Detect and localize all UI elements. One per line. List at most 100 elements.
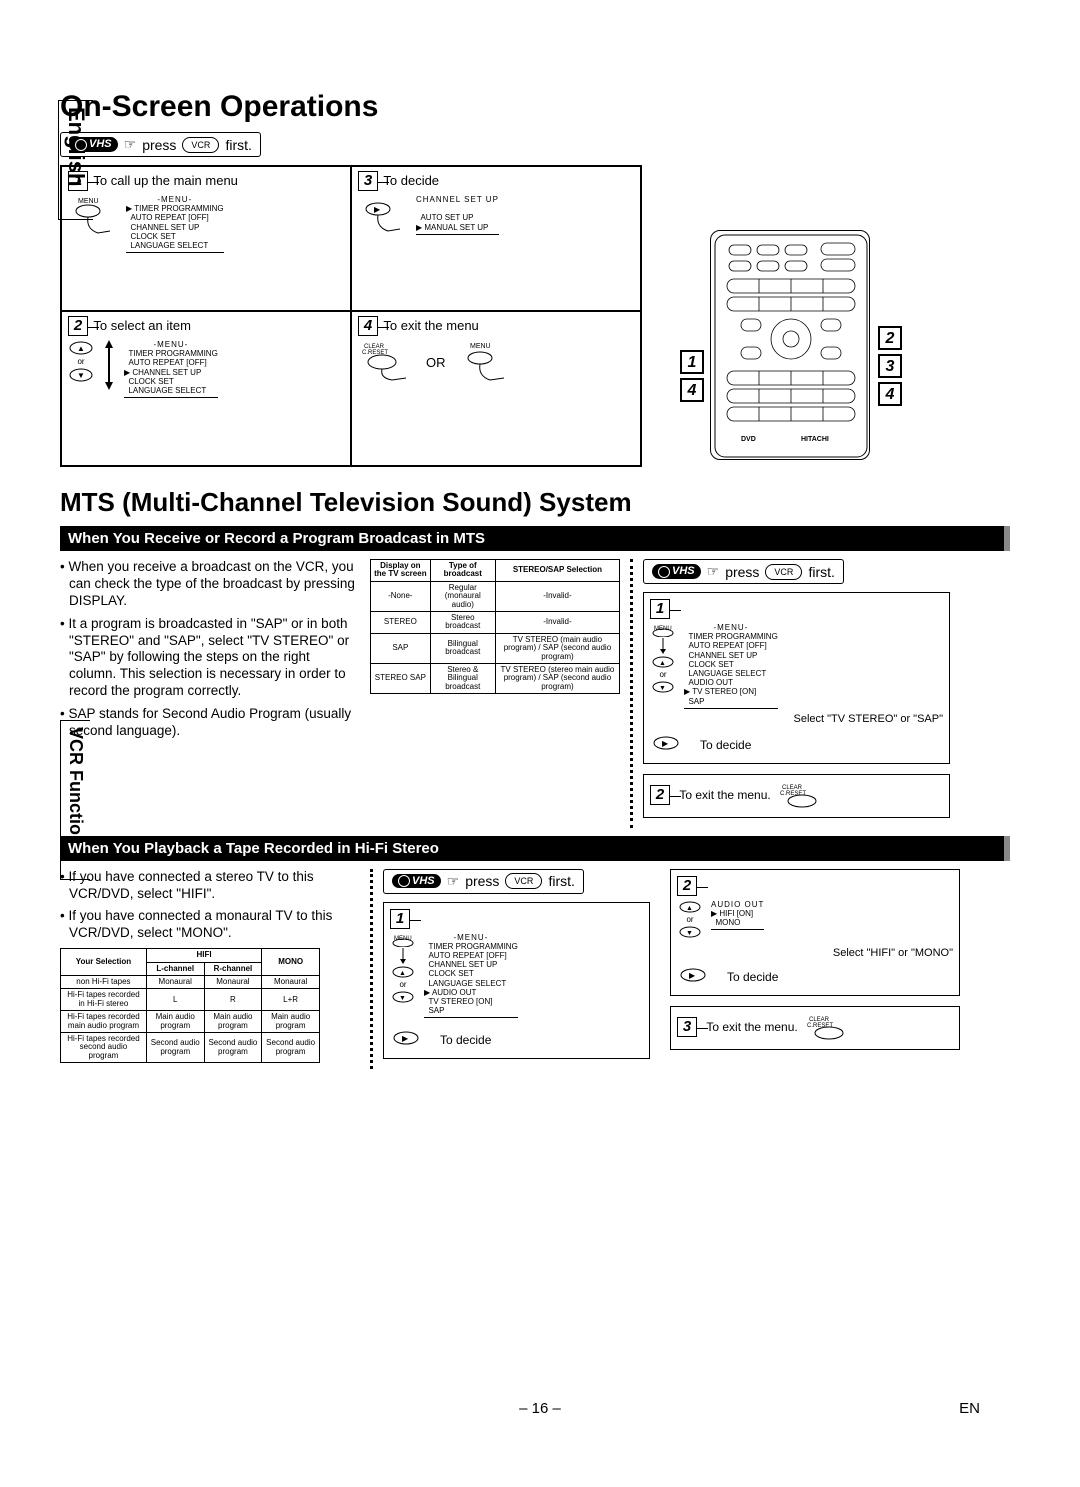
mts-left-2: • If you have connected a stereo TV to t…: [60, 869, 360, 1063]
bullet-1-2: • It a program is broadcasted in "SAP" o…: [60, 616, 360, 700]
menu-updown-icon-2: MENU ▲ or ▼: [390, 933, 416, 1004]
bullet-1-1: • When you receive a broadcast on the VC…: [60, 559, 360, 610]
vhs-badge: VHS: [69, 137, 118, 151]
svg-text:▼: ▼: [399, 995, 406, 1002]
r2-step2-num: 2: [677, 876, 697, 896]
svg-text:MENU: MENU: [470, 343, 491, 350]
updown-icon-3: ▲ or ▼: [677, 900, 703, 939]
r2-step3-num: 3: [677, 1017, 697, 1037]
remote-svg: DVD HITACHI: [710, 230, 870, 460]
right2-box-3: 3 To exit the menu. CLEARC.RESET: [670, 1006, 960, 1050]
mts-right-steps-1: VHS ☞ press VCR first. 1 MENU ▲ or ▼: [630, 559, 950, 828]
mts-section-2: • If you have connected a stereo TV to t…: [60, 869, 1010, 1070]
r2-audio-out-list: AUDIO OUT ▶ HIFI [ON] MONO: [711, 900, 764, 931]
svg-text:▲: ▲: [686, 905, 693, 912]
svg-text:HITACHI: HITACHI: [801, 436, 829, 443]
step-1-num: 1: [68, 171, 88, 191]
main-menu-list: -MENU- ▶ TIMER PROGRAMMING AUTO REPEAT […: [126, 195, 224, 253]
mts-bar-2: When You Playback a Tape Recorded in Hi-…: [60, 836, 1010, 861]
mts-right-box-1: 1 MENU ▲ or ▼ -MENU- TIMER PROGRAMMING A…: [643, 592, 950, 764]
step-3-label: To decide: [383, 173, 439, 188]
clear-button-icon: CLEARC.RESET: [358, 340, 418, 385]
mts-mid-steps-2: VHS ☞ press VCR first. 1 MENU ▲ or ▼: [370, 869, 650, 1070]
updown-arrow-icon: [102, 340, 116, 390]
step-4-label: To exit the menu: [383, 318, 478, 333]
play-icon: ▶: [650, 733, 690, 757]
menu-button-icon: MENU: [68, 195, 118, 240]
step-2-cell: 2 To select an item ▲ or ▼ -MENU- TIMER …: [61, 311, 351, 466]
svg-text:▲: ▲: [659, 660, 666, 667]
mid2-box-1: 1 MENU ▲ or ▼ -MENU- TIMER PROGRAMMING A…: [383, 902, 650, 1060]
footer: – 16 – EN: [0, 1400, 1080, 1417]
first-text: first.: [225, 137, 251, 153]
remote-callout-2: 2: [878, 326, 902, 350]
remote-callout-1: 1: [680, 350, 704, 374]
svg-text:▲: ▲: [399, 970, 406, 977]
press-vcr-first-pill: VHS ☞ press VCR first.: [60, 132, 261, 157]
r1-step2-num: 2: [650, 785, 670, 805]
svg-text:▶: ▶: [374, 205, 381, 214]
menu-updown-icon: MENU ▲ or ▼: [650, 623, 676, 694]
m2-step1-num: 1: [390, 909, 410, 929]
t1-h2: Type of broadcast: [430, 560, 495, 582]
heading-mts: MTS (Multi-Channel Television Sound) Sys…: [60, 487, 1010, 518]
r1-decide-text: To decide: [700, 738, 751, 752]
menu-button-icon-2: MENU: [454, 340, 514, 385]
menu-btn-label: MENU: [78, 198, 99, 205]
step-2-label: To select an item: [93, 318, 191, 333]
bullet-2-1: • If you have connected a stereo TV to t…: [60, 869, 360, 903]
press-vcr-first-pill-2: VHS ☞ press VCR first.: [643, 559, 844, 584]
footer-lang: EN: [959, 1400, 980, 1417]
remote-callout-3: 3: [878, 354, 902, 378]
svg-text:▶: ▶: [662, 739, 669, 748]
bullet-1-3: • SAP stands for Second Audio Program (u…: [60, 706, 360, 740]
svg-text:DVD: DVD: [741, 436, 756, 443]
mts-broadcast-table: Display on the TV screen Type of broadca…: [370, 559, 620, 694]
r2-select-text: Select "HIFI" or "MONO": [677, 947, 953, 959]
press-text: press: [142, 137, 176, 153]
play-icon-2: ▶: [390, 1028, 430, 1052]
svg-text:▶: ▶: [402, 1034, 409, 1043]
heading-onscreen: On-Screen Operations: [60, 90, 1010, 124]
r1-exit-text: To exit the menu.: [679, 788, 770, 802]
play-button-icon: ▶: [358, 195, 408, 240]
clear-button-icon-3: CLEARC.RESET: [801, 1013, 861, 1043]
mts-right-box-2: 2 To exit the menu. CLEARC.RESET: [643, 774, 950, 818]
mts-section-1: • When you receive a broadcast on the VC…: [60, 559, 1010, 828]
r1-menu-list: -MENU- TIMER PROGRAMMING AUTO REPEAT [OF…: [684, 623, 778, 709]
clear-button-icon-2: CLEARC.RESET: [774, 781, 834, 811]
svg-text:▶: ▶: [689, 971, 696, 980]
up-down-buttons-icon: ▲ or ▼: [68, 340, 94, 383]
step-3-num: 3: [358, 171, 378, 191]
hifi-selection-table: Your Selection HIFI MONO L-channel R-cha…: [60, 948, 320, 1063]
remote-callout-4b: 4: [878, 382, 902, 406]
press-vcr-first-pill-3: VHS ☞ press VCR first.: [383, 869, 584, 894]
onscreen-steps-grid: 1 To call up the main menu MENU -MENU- ▶…: [60, 165, 642, 467]
m2-decide-text: To decide: [440, 1033, 491, 1047]
t1-h1: Display on the TV screen: [371, 560, 431, 582]
step-4-cell: 4 To exit the menu CLEARC.RESET OR MENU: [351, 311, 641, 466]
svg-text:▼: ▼: [77, 371, 85, 380]
mts-bullets-2: • If you have connected a stereo TV to t…: [60, 869, 360, 943]
page-content: On-Screen Operations VHS ☞ press VCR fir…: [60, 90, 1010, 1069]
svg-text:▼: ▼: [686, 930, 693, 937]
t1-h3: STEREO/SAP Selection: [495, 560, 619, 582]
r2-decide-text: To decide: [727, 970, 778, 984]
remote-diagram: DVD HITACHI 1 4 2 3 4: [710, 230, 910, 465]
or-text: OR: [426, 355, 446, 370]
step-2-num: 2: [68, 316, 88, 336]
m2-menu-list: -MENU- TIMER PROGRAMMING AUTO REPEAT [OF…: [424, 933, 518, 1019]
svg-text:▲: ▲: [77, 344, 85, 353]
vcr-button-icon: VCR: [182, 137, 219, 153]
r1-select-text: Select "TV STEREO" or "SAP": [650, 713, 943, 725]
play-icon-3: ▶: [677, 965, 717, 989]
page-number: – 16 –: [519, 1400, 561, 1417]
bullet-2-2: • If you have connected a monaural TV to…: [60, 908, 360, 942]
step-1-cell: 1 To call up the main menu MENU -MENU- ▶…: [61, 166, 351, 311]
step-4-num: 4: [358, 316, 378, 336]
channel-menu-list: CHANNEL SET UP AUTO SET UP ▶ MANUAL SET …: [416, 195, 499, 235]
mts-right-steps-2: 2 ▲ or ▼ AUDIO OUT ▶ HIFI [ON] MONO Sele…: [660, 869, 960, 1060]
step-1-label: To call up the main menu: [93, 173, 238, 188]
hand-icon: ☞: [124, 136, 137, 153]
mts-bar-1: When You Receive or Record a Program Bro…: [60, 526, 1010, 551]
